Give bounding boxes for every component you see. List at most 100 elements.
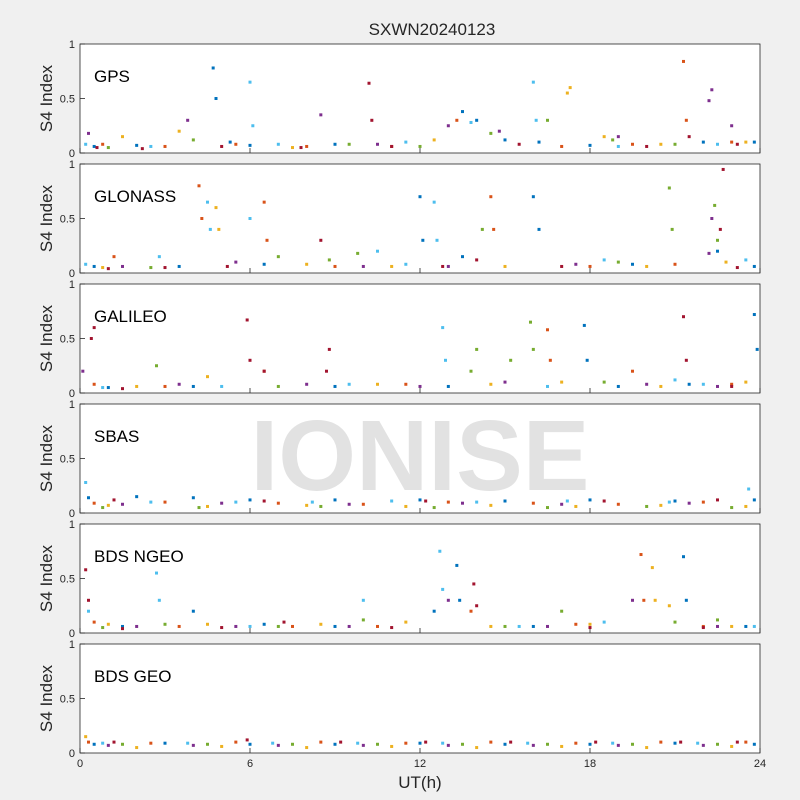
data-point [670,227,674,231]
data-point [149,266,153,270]
series-3 [87,88,734,146]
series-2 [106,566,734,628]
data-point [101,506,105,510]
panel-title: GALILEO [94,307,167,326]
data-point [333,142,337,146]
y-axis-label: S4 Index [37,184,56,252]
series-2 [101,206,728,270]
data-point [112,740,116,744]
data-point [92,620,96,624]
data-point [200,217,204,220]
data-point [574,741,578,745]
data-point [282,620,286,624]
data-point [271,741,275,745]
series-2 [106,503,748,508]
panel-1: 0 0.5 1 GLONASS S4 Index [37,159,761,280]
data-point [305,262,309,266]
data-point [585,358,589,362]
data-point [480,227,484,231]
data-point [106,267,110,271]
data-point [356,741,360,745]
data-point [276,142,280,146]
data-point [602,258,606,262]
data-point [752,264,756,268]
panel-3: 0 0.5 1 SBAS S4 Index [37,399,761,520]
data-point [361,743,365,747]
data-point [755,347,759,351]
data-point [744,504,748,508]
data-point [157,598,161,602]
data-point [177,264,181,268]
data-point [546,118,549,122]
data-point [92,144,96,148]
data-point [616,384,620,388]
data-point [163,144,167,148]
data-point [92,264,96,268]
data-point [327,347,331,351]
data-point [724,260,728,264]
data-point [503,624,507,628]
series-1 [92,500,705,506]
data-point [367,81,371,85]
data-point [489,131,493,135]
data-point [560,264,564,268]
data-point [432,200,436,204]
data-point [262,200,266,204]
data-point [458,598,462,602]
y-tick-label: 0.5 [60,574,75,586]
data-point [546,742,549,746]
data-point [616,743,620,747]
data-point [701,743,705,747]
data-point [529,320,532,324]
data-point [735,142,739,146]
series-5 [87,549,756,628]
data-point [262,499,266,503]
data-point [526,741,530,745]
data-point [84,568,88,572]
data-point [582,323,586,327]
data-point [531,743,535,747]
data-point [602,620,606,624]
series-3 [106,743,705,747]
series-2 [84,735,734,750]
data-point [744,258,748,262]
data-point [299,146,303,150]
data-point [432,506,436,510]
series-0 [92,66,756,148]
data-point [710,88,714,92]
data-point [667,604,671,608]
data-point [376,742,379,746]
data-point [248,143,252,147]
data-point [135,746,139,750]
plot-area [79,163,761,274]
data-point [248,80,252,84]
data-point [84,262,88,266]
data-point [276,501,280,505]
data-point [716,238,719,242]
data-point [319,113,323,117]
data-point [730,124,734,128]
data-point [89,337,93,340]
watermark-text: IONISE [251,400,590,512]
data-point [707,251,711,255]
data-point [517,624,521,628]
data-point [645,382,649,386]
data-point [588,264,592,268]
data-point [716,384,719,388]
data-point [248,624,252,628]
data-point [588,742,592,746]
data-point [361,618,365,622]
data-point [106,743,110,747]
data-point [560,609,564,613]
data-point [421,238,425,242]
data-point [489,195,493,199]
x-axis-label: UT(h) [398,773,441,792]
data-point [87,740,90,744]
data-point [653,598,657,602]
series-5 [84,200,748,266]
data-point [418,384,422,388]
y-tick-label: 1 [69,399,75,411]
x-tick-label: 12 [414,758,426,770]
data-point [441,326,445,330]
